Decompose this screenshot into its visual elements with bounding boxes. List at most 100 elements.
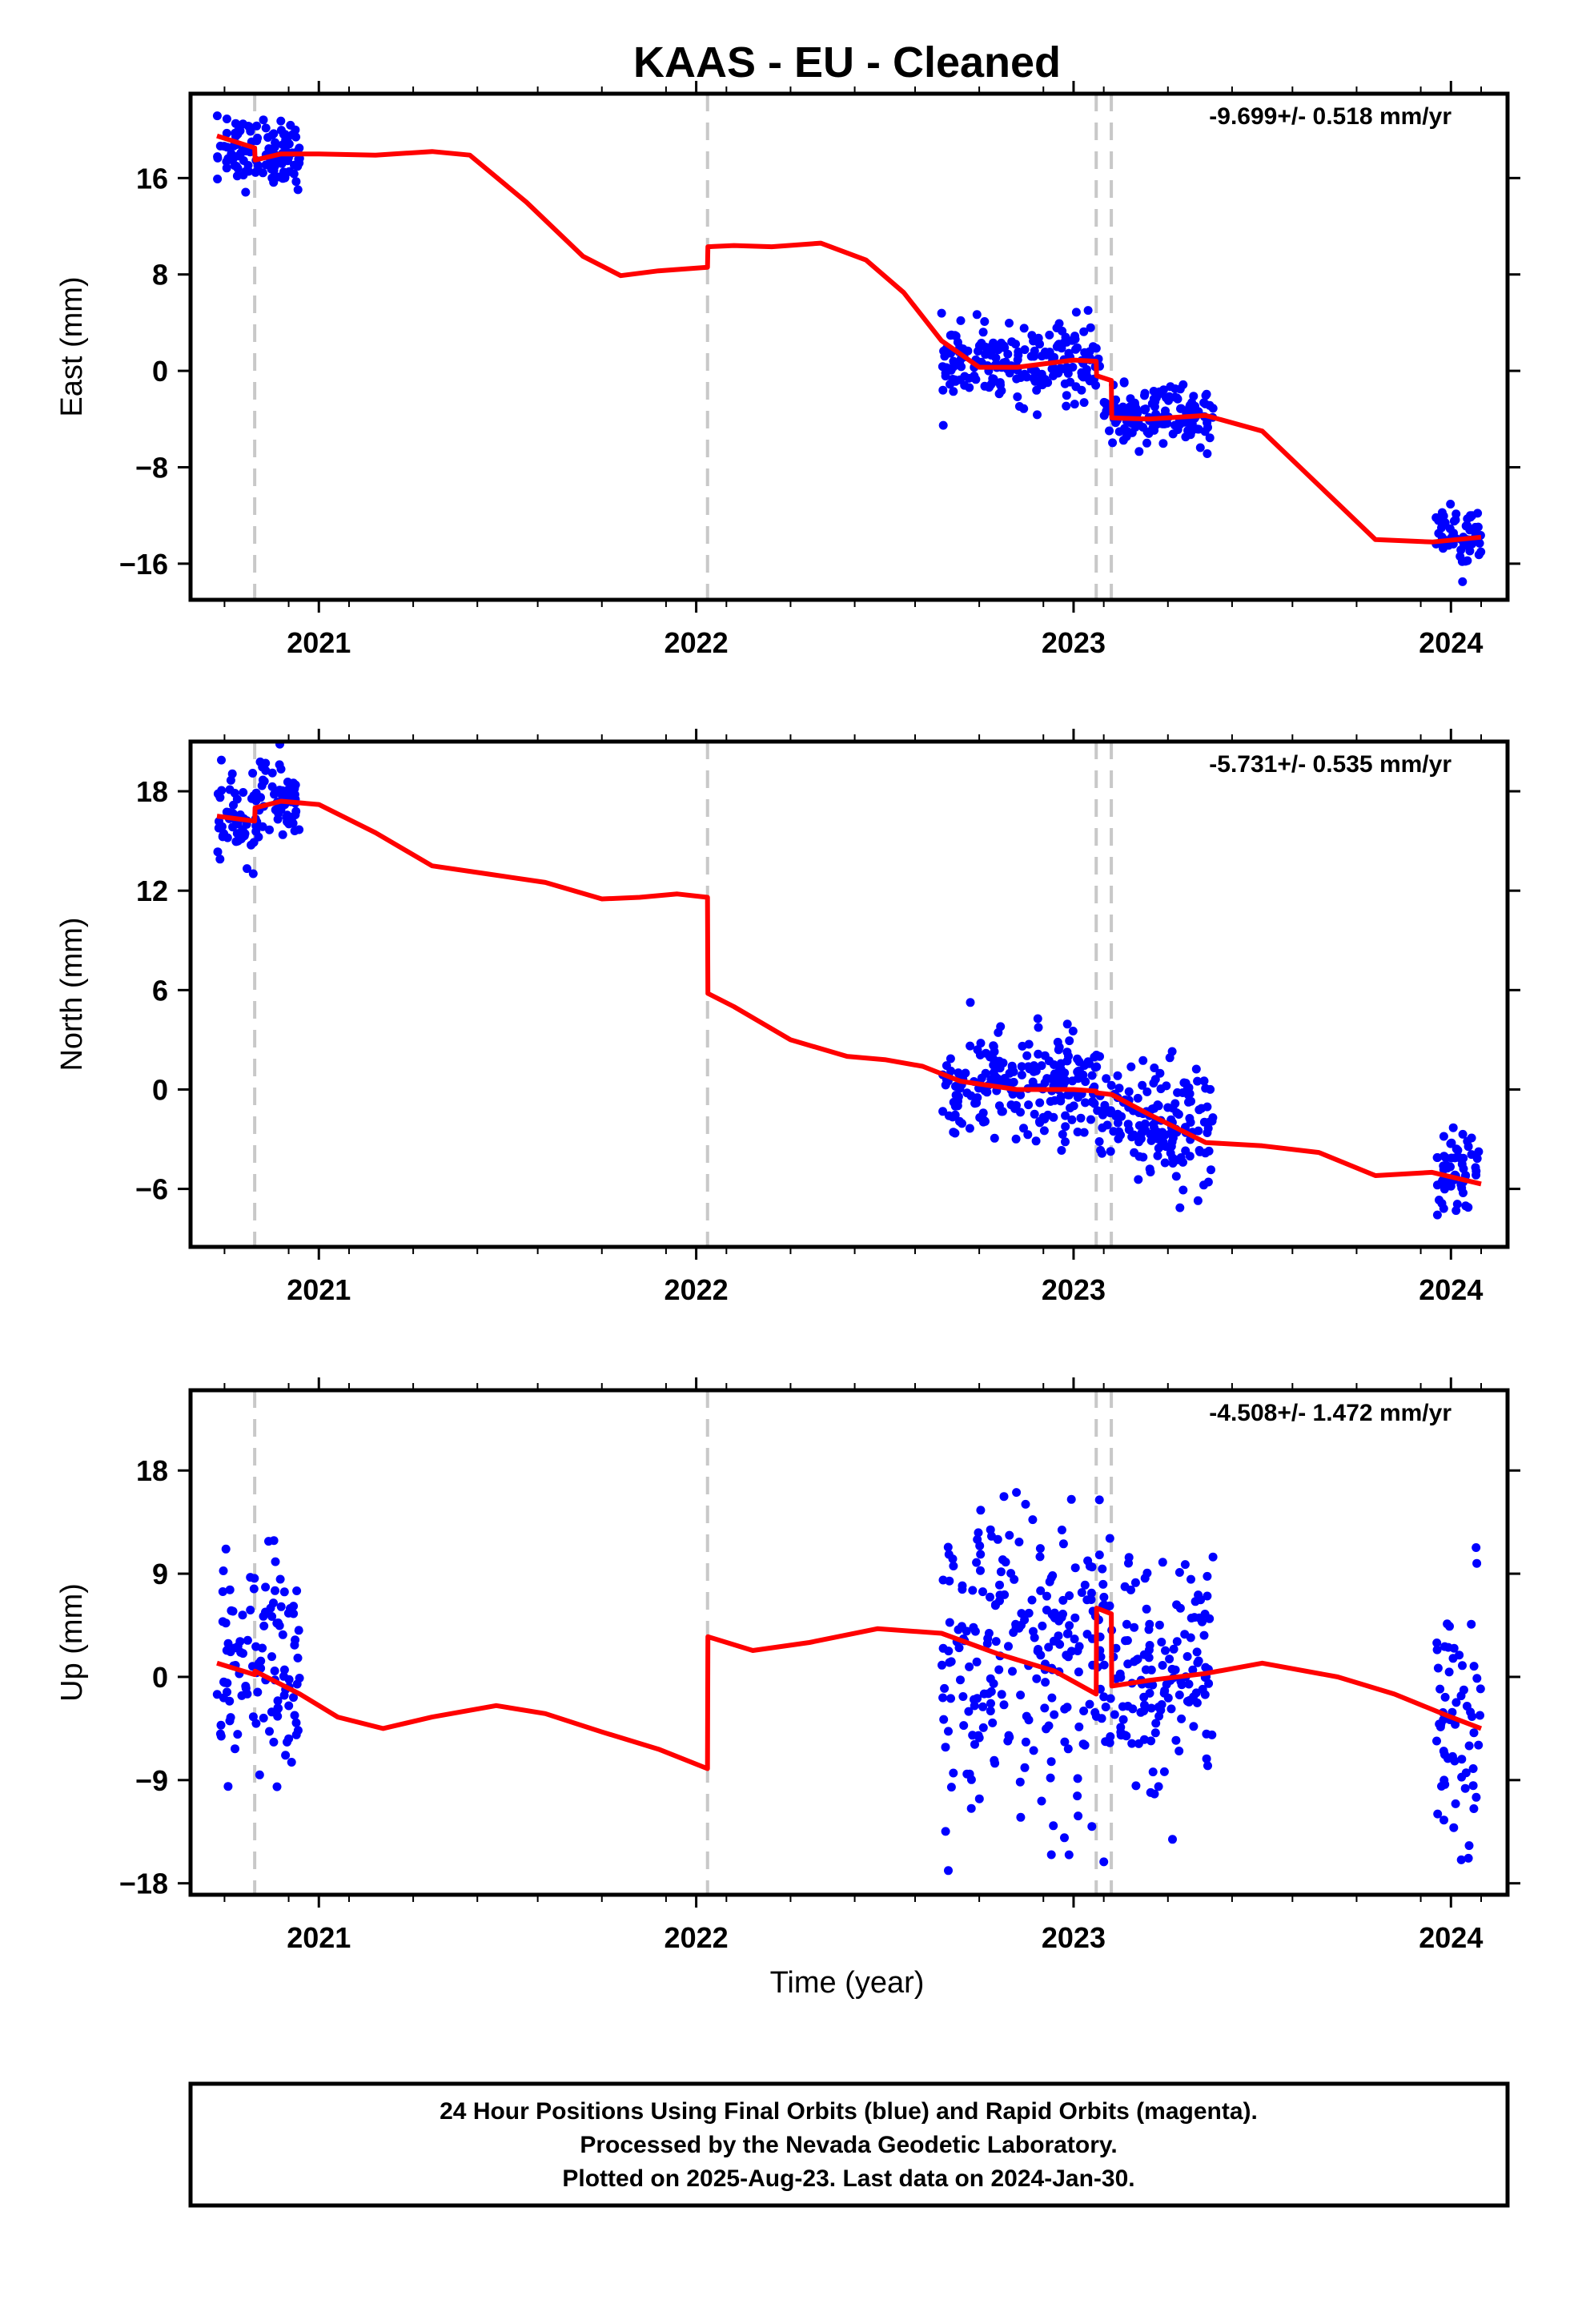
data-point bbox=[1120, 1582, 1130, 1591]
data-point bbox=[966, 1803, 976, 1813]
data-point bbox=[1024, 1715, 1034, 1725]
data-point bbox=[994, 1027, 1003, 1037]
data-point bbox=[1056, 1092, 1066, 1101]
data-point bbox=[1027, 331, 1037, 340]
data-point bbox=[274, 1618, 283, 1627]
data-point bbox=[949, 1768, 958, 1778]
data-point bbox=[1462, 1702, 1472, 1711]
data-point bbox=[295, 143, 304, 153]
data-point bbox=[278, 1630, 287, 1639]
data-point bbox=[1150, 425, 1159, 435]
data-point bbox=[292, 1586, 302, 1595]
data-point bbox=[1022, 1051, 1032, 1060]
data-point bbox=[286, 1604, 295, 1613]
x-tick-label: 2024 bbox=[1419, 1273, 1483, 1306]
data-point bbox=[959, 1721, 969, 1731]
data-point bbox=[1452, 1206, 1461, 1216]
data-point bbox=[295, 825, 304, 834]
data-point bbox=[1079, 1128, 1089, 1137]
data-point bbox=[248, 769, 258, 778]
data-point bbox=[283, 1737, 291, 1747]
data-point bbox=[1458, 577, 1468, 586]
data-point bbox=[225, 785, 235, 794]
data-point bbox=[1459, 1685, 1468, 1695]
data-point bbox=[1444, 1667, 1454, 1677]
y-tick-label: 8 bbox=[152, 259, 168, 292]
data-point bbox=[1134, 1137, 1143, 1147]
data-point bbox=[1459, 1188, 1468, 1197]
data-point bbox=[946, 380, 954, 389]
data-point bbox=[1011, 1134, 1021, 1144]
data-point bbox=[1200, 1690, 1210, 1699]
data-point bbox=[290, 1711, 299, 1720]
data-point bbox=[291, 132, 301, 142]
data-point bbox=[1153, 1128, 1162, 1137]
data-point bbox=[1073, 1774, 1082, 1783]
data-point bbox=[1160, 1686, 1170, 1695]
data-point bbox=[1035, 1098, 1045, 1108]
x-tick-label: 2023 bbox=[1042, 1921, 1106, 1954]
data-point bbox=[265, 1727, 274, 1736]
data-point bbox=[1153, 1151, 1162, 1160]
data-point bbox=[1158, 439, 1168, 448]
data-point bbox=[1004, 1642, 1013, 1651]
data-point bbox=[1123, 1120, 1133, 1129]
data-point bbox=[1439, 1132, 1448, 1141]
data-point bbox=[976, 1039, 986, 1048]
data-point bbox=[1469, 1662, 1479, 1671]
data-point bbox=[1432, 1153, 1442, 1162]
data-point bbox=[965, 1124, 974, 1133]
data-point bbox=[1074, 1722, 1084, 1731]
data-point bbox=[1099, 1592, 1109, 1602]
data-point bbox=[946, 1783, 956, 1792]
x-tick-label: 2023 bbox=[1042, 626, 1106, 659]
data-point bbox=[941, 1743, 950, 1752]
data-point bbox=[1446, 500, 1456, 509]
data-point bbox=[271, 1586, 279, 1595]
data-point bbox=[1065, 1621, 1074, 1630]
data-point bbox=[974, 1733, 984, 1743]
data-point bbox=[1116, 1731, 1126, 1740]
data-point bbox=[1186, 1614, 1196, 1622]
data-point bbox=[1070, 1563, 1080, 1573]
data-point bbox=[259, 115, 268, 125]
data-point bbox=[1172, 1108, 1182, 1118]
data-point bbox=[1166, 1128, 1175, 1138]
data-point bbox=[1119, 377, 1129, 387]
x-tick-label: 2021 bbox=[287, 1273, 351, 1306]
data-point bbox=[1195, 1613, 1204, 1622]
data-point bbox=[291, 177, 301, 187]
data-point bbox=[293, 1653, 303, 1663]
data-point bbox=[1464, 1203, 1473, 1212]
x-tick-label: 2021 bbox=[287, 1921, 351, 1954]
y-axis-label: East (mm) bbox=[55, 276, 89, 416]
data-point bbox=[276, 764, 286, 774]
data-point bbox=[965, 1769, 974, 1779]
data-point bbox=[1061, 1137, 1070, 1147]
data-point bbox=[234, 125, 243, 135]
data-point bbox=[1044, 1721, 1054, 1731]
y-tick-label: 0 bbox=[152, 355, 168, 388]
data-point bbox=[291, 810, 300, 819]
data-point bbox=[1034, 1023, 1043, 1032]
data-point bbox=[1191, 1064, 1201, 1074]
data-point bbox=[261, 123, 271, 133]
data-point bbox=[1451, 1799, 1460, 1808]
data-point bbox=[269, 166, 279, 175]
data-point bbox=[1208, 1113, 1218, 1123]
data-point bbox=[950, 331, 960, 340]
data-point bbox=[988, 374, 998, 384]
data-point bbox=[1042, 350, 1051, 360]
data-point bbox=[1005, 319, 1014, 328]
data-point bbox=[251, 1719, 261, 1728]
data-point bbox=[1203, 1591, 1212, 1601]
data-point bbox=[1086, 1115, 1095, 1124]
data-point bbox=[1456, 1855, 1466, 1864]
data-point bbox=[1127, 1739, 1137, 1748]
x-tick-label: 2022 bbox=[665, 1273, 729, 1306]
data-point bbox=[995, 1596, 1004, 1606]
data-point bbox=[219, 1566, 228, 1575]
data-point bbox=[1021, 1737, 1030, 1747]
data-point bbox=[970, 1739, 979, 1749]
data-point bbox=[1156, 1084, 1166, 1094]
